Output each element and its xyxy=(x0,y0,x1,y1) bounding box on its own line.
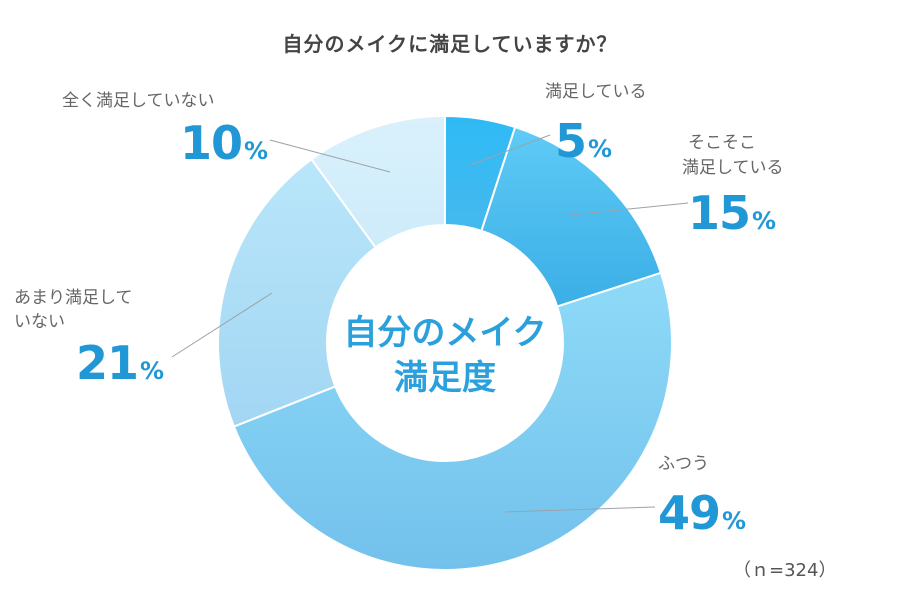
percent-sign: % xyxy=(244,137,269,165)
value-number: 15 xyxy=(688,186,751,240)
leader-line-s4 xyxy=(269,139,391,173)
leader-line-s2 xyxy=(504,506,656,513)
percent-sign: % xyxy=(752,207,777,235)
center-label-line-1: 自分のメイク xyxy=(343,313,547,353)
donut-slice-neutral xyxy=(232,271,673,571)
slice-label-not-very-line-1: あまり満足して xyxy=(14,288,133,308)
slice-label-somewhat-line-2: 満足している xyxy=(682,158,784,178)
slice-label-not-very-line-2: いない xyxy=(14,312,65,332)
sample-size-note: （ｎ=324） xyxy=(733,560,837,581)
slice-value-somewhat: 15% xyxy=(688,190,776,236)
slice-label-somewhat-line-1: そこそこ xyxy=(688,133,756,153)
percent-sign: % xyxy=(140,357,165,385)
slice-value-not-at-all: 10% xyxy=(180,120,268,166)
slice-label-satisfied: 満足している xyxy=(545,82,647,102)
value-number: 5 xyxy=(555,114,587,168)
slice-label-not-at-all: 全く満足していない xyxy=(62,91,215,111)
percent-sign: % xyxy=(588,135,613,163)
donut-slice-not-very xyxy=(217,157,378,428)
slice-value-neutral: 49% xyxy=(658,490,746,536)
slice-label-neutral: ふつう xyxy=(658,454,709,474)
value-number: 21 xyxy=(76,336,139,390)
leader-line-s0 xyxy=(469,134,551,166)
center-label-line-2: 満足度 xyxy=(394,358,496,398)
percent-sign: % xyxy=(722,507,747,535)
donut-slice-somewhat xyxy=(480,125,663,308)
leader-line-s3 xyxy=(171,292,273,358)
value-number: 49 xyxy=(658,486,721,540)
leader-line-s1 xyxy=(569,202,689,216)
donut-slice-not-at-all xyxy=(310,114,446,249)
slice-value-not-very: 21% xyxy=(76,340,164,386)
chart-title: 自分のメイクに満足していますか？ xyxy=(282,32,618,56)
slice-value-satisfied: 5% xyxy=(555,118,612,164)
value-number: 10 xyxy=(180,116,243,170)
